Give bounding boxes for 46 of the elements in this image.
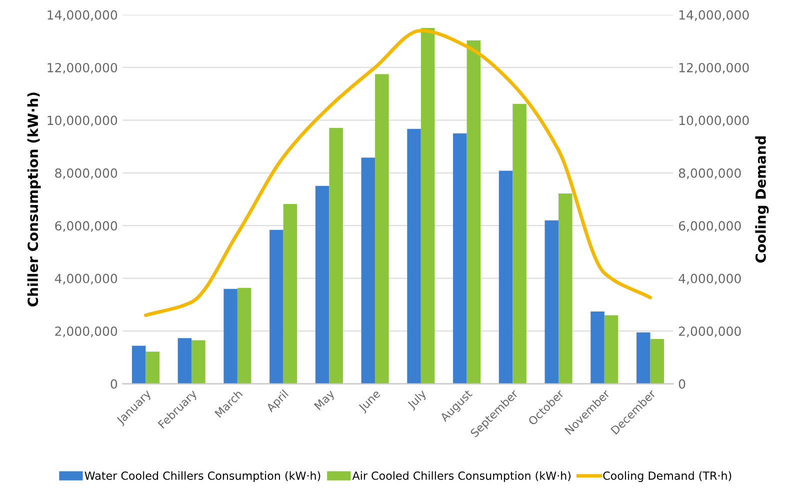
bar [361, 158, 376, 384]
legend-label: Cooling Demand (TR·h) [603, 471, 732, 482]
bar [650, 338, 664, 384]
bar [512, 104, 526, 384]
y2-tick-label: 10,000,000 [679, 116, 749, 126]
y2-tick-label: 12,000,000 [679, 62, 749, 74]
y2-tick-label: 0 [678, 379, 686, 389]
bar [224, 288, 238, 384]
bar [283, 204, 298, 384]
y2-tick-label: 8,000,000 [678, 168, 741, 180]
bar [466, 40, 481, 384]
bar [237, 288, 252, 384]
y-tick-label: 4,000,000 [54, 274, 118, 285]
bar [453, 133, 467, 384]
bar [590, 312, 604, 384]
y-tick-label: 14,000,000 [48, 10, 118, 21]
bar [270, 230, 284, 384]
bar [407, 128, 421, 384]
bar [420, 28, 435, 384]
bar [132, 346, 146, 384]
bar [146, 352, 160, 384]
bar [329, 128, 343, 384]
y2-axis-title: Cooling Demand [755, 136, 769, 263]
legend-label: Air Cooled Chillers Consumption (kW·h) [352, 471, 571, 482]
bar [498, 170, 513, 384]
line-series [144, 28, 652, 317]
y2-tick-label: 4,000,000 [678, 274, 741, 285]
y-axis-title: Chiller Consumption (kW·h) [27, 92, 41, 306]
bar [544, 220, 559, 384]
bar [192, 340, 206, 384]
y-tick-label: 6,000,000 [55, 221, 118, 232]
y2-tick-label: 2,000,000 [678, 326, 741, 338]
y-tick-label: 2,000,000 [55, 326, 118, 338]
legend-label: Water Cooled Chillers Consumption (kW·h) [84, 471, 320, 482]
y-tick-label: 0 [110, 379, 118, 389]
y-tick-label: 8,000,000 [55, 168, 118, 180]
y2-tick-label: 6,000,000 [678, 221, 741, 232]
y-tick-label: 10,000,000 [48, 116, 118, 126]
bar [315, 186, 330, 384]
bar [604, 315, 618, 384]
bar [636, 332, 650, 384]
bar [178, 338, 192, 384]
y-tick-label: 12,000,000 [48, 62, 118, 74]
bar [375, 74, 389, 384]
bar [558, 193, 572, 384]
y2-tick-label: 14,000,000 [679, 10, 749, 21]
